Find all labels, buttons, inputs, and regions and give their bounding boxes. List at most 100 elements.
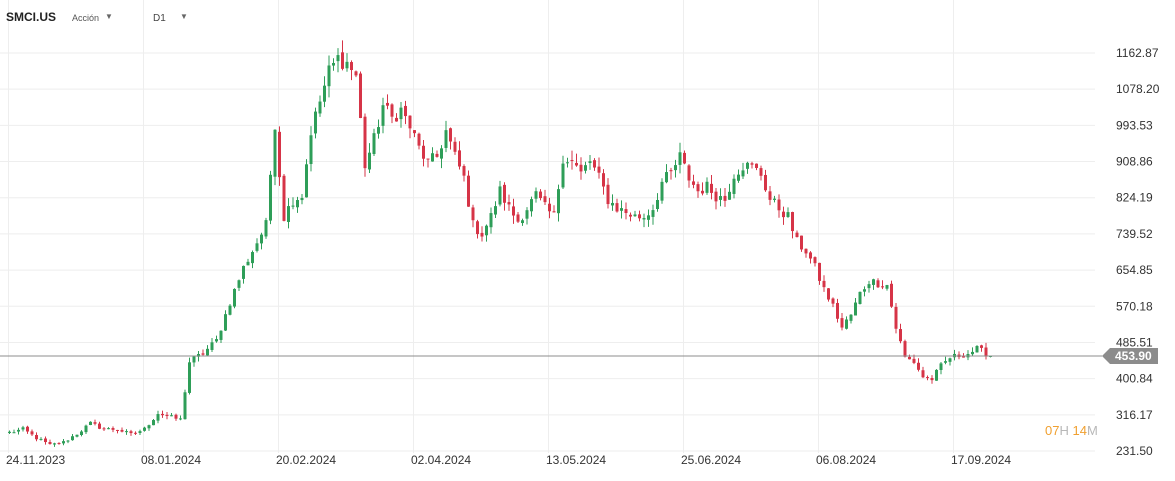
y-tick-label-11: 1162.87 xyxy=(1116,46,1159,60)
candle-body-78 xyxy=(359,73,362,119)
candle-body-75 xyxy=(345,61,349,69)
candle-body-74 xyxy=(341,52,344,69)
candle-body-49 xyxy=(228,305,232,315)
candle-body-15 xyxy=(75,434,79,437)
candle-body-9 xyxy=(48,441,52,445)
candle-body-30 xyxy=(143,427,146,431)
candle-body-18 xyxy=(89,421,92,426)
y-tick-label-1: 316.17 xyxy=(1116,408,1153,422)
candle-body-92 xyxy=(422,145,425,159)
candle-body-10 xyxy=(53,443,56,445)
candle-body-120 xyxy=(548,203,551,212)
candle-body-17 xyxy=(84,425,88,433)
candle-body-136 xyxy=(620,208,623,211)
candle-body-201 xyxy=(912,358,916,363)
candle-body-12 xyxy=(62,441,65,444)
candle-body-42 xyxy=(197,354,200,357)
candle-body-102 xyxy=(467,175,470,207)
candle-body-134 xyxy=(611,202,614,206)
candle-body-132 xyxy=(602,173,605,187)
candle-body-171 xyxy=(777,199,781,211)
candle-body-157 xyxy=(714,191,718,202)
candle-body-164 xyxy=(746,162,749,169)
x-tick-label-1: 08.01.2024 xyxy=(141,453,201,467)
candle-body-53 xyxy=(246,261,250,266)
candle-body-91 xyxy=(417,133,421,146)
symbol-caret-down-icon[interactable]: ▼ xyxy=(105,12,113,21)
candle-body-65 xyxy=(300,197,304,201)
candle-body-141 xyxy=(642,218,646,220)
candle-body-51 xyxy=(237,280,241,288)
candle-body-155 xyxy=(705,181,709,193)
candle-body-57 xyxy=(264,220,268,237)
timeframe-selector[interactable]: D1 xyxy=(153,13,166,24)
candle-body-31 xyxy=(147,425,151,429)
candle-countdown: 07H 14M xyxy=(1045,423,1098,438)
timeframe-caret-down-icon[interactable]: ▼ xyxy=(180,12,188,21)
candle-body-50 xyxy=(233,288,236,307)
candle-body-119 xyxy=(543,196,547,203)
candle-body-111 xyxy=(507,202,511,205)
candle-body-20 xyxy=(98,423,101,429)
candle-body-36 xyxy=(170,415,173,417)
countdown-minutes: 14 xyxy=(1072,423,1087,438)
candle-body-35 xyxy=(165,414,169,417)
candle-body-212 xyxy=(962,356,965,358)
x-tick-label-2: 20.02.2024 xyxy=(276,453,336,467)
candle-body-144 xyxy=(656,199,659,210)
candle-body-135 xyxy=(615,203,619,212)
symbol-label[interactable]: SMCI.US xyxy=(6,10,57,24)
candle-body-190 xyxy=(863,289,866,292)
candle-body-77 xyxy=(354,71,358,76)
candle-body-188 xyxy=(854,302,857,316)
candle-body-5 xyxy=(30,431,34,435)
candle-body-80 xyxy=(368,152,371,170)
candle-body-208 xyxy=(944,361,947,363)
candle-body-67 xyxy=(309,135,313,165)
candle-body-168 xyxy=(764,174,767,191)
candle-body-154 xyxy=(701,190,704,194)
candle-body-138 xyxy=(629,214,632,217)
candle-body-159 xyxy=(723,195,727,201)
candle-body-84 xyxy=(386,102,389,106)
candle-body-93 xyxy=(426,158,430,160)
candle-body-202 xyxy=(917,362,920,370)
candle-body-69 xyxy=(318,101,322,114)
candle-body-160 xyxy=(728,191,731,200)
y-tick-label-0: 231.50 xyxy=(1116,444,1153,458)
candle-body-14 xyxy=(71,436,74,441)
x-tick-label-0: 24.11.2023 xyxy=(6,453,65,467)
candle-body-133 xyxy=(606,184,610,205)
candle-body-198 xyxy=(899,329,902,342)
candle-body-32 xyxy=(152,420,155,426)
candle-body-163 xyxy=(741,170,745,177)
candle-body-184 xyxy=(836,302,839,319)
y-tick-label-9: 993.53 xyxy=(1116,118,1153,132)
candle-body-121 xyxy=(552,211,556,213)
candle-body-106 xyxy=(485,225,488,236)
candle-body-125 xyxy=(570,160,574,162)
candle-body-174 xyxy=(791,212,794,232)
candle-body-143 xyxy=(651,210,655,217)
candle-body-4 xyxy=(26,426,29,432)
candle-body-63 xyxy=(291,205,295,207)
candle-body-99 xyxy=(453,141,457,152)
candle-body-61 xyxy=(282,175,286,221)
candle-body-108 xyxy=(494,206,497,215)
candle-body-33 xyxy=(156,414,160,421)
candle-body-180 xyxy=(818,262,821,281)
candle-body-76 xyxy=(350,62,353,71)
candle-body-34 xyxy=(161,413,164,416)
candle-body-214 xyxy=(971,351,974,355)
candle-body-150 xyxy=(683,152,686,164)
candle-body-129 xyxy=(588,161,592,164)
y-tick-label-6: 739.52 xyxy=(1116,227,1153,241)
candle-body-151 xyxy=(687,165,691,181)
candle-body-101 xyxy=(462,166,466,176)
candle-body-153 xyxy=(696,184,700,192)
candle-body-177 xyxy=(804,248,808,254)
candle-body-112 xyxy=(512,206,515,216)
candle-body-73 xyxy=(336,55,340,62)
